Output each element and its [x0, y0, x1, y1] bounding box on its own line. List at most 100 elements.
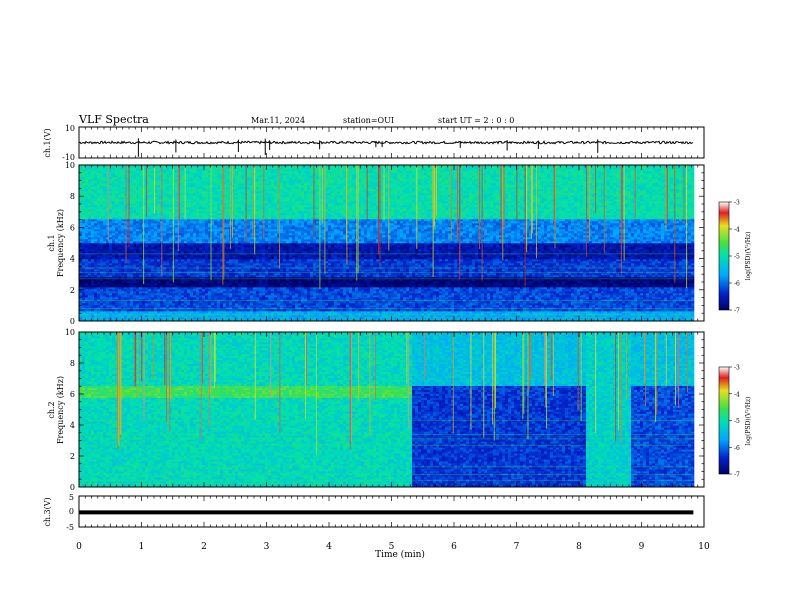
spectrogram-cell [688, 295, 692, 298]
spectrogram-cell [661, 307, 665, 310]
spectrogram-cell [118, 319, 122, 322]
spectrogram-cell [316, 295, 320, 298]
spectrogram-cell [103, 299, 107, 302]
spectrogram-cell [619, 303, 623, 306]
spectrogram-cell [160, 307, 164, 310]
spectrogram-cell [640, 297, 644, 300]
spectrogram-cell [382, 311, 386, 314]
spectrogram-cell [226, 281, 230, 284]
spectrogram-cell [586, 311, 590, 314]
spectrogram-cell [610, 289, 614, 292]
spectrogram-cell [451, 275, 455, 278]
spectrogram-cell [298, 287, 302, 290]
spectrogram-cell [403, 277, 407, 280]
spectrogram-cell [94, 297, 98, 300]
spectrogram-cell [349, 279, 353, 282]
spectrogram-cell [283, 285, 287, 288]
spectrogram-cell [373, 309, 377, 312]
spectrogram-cell [109, 295, 113, 298]
spectrogram-cell [556, 277, 560, 280]
spectrogram-cell [427, 299, 431, 302]
spectrogram-cell [505, 313, 509, 316]
spectrogram-cell [436, 291, 440, 294]
spectrogram-cell [112, 275, 116, 278]
spectrogram-cell [535, 293, 539, 296]
spectrogram-cell [262, 307, 266, 310]
spectrogram-cell [436, 289, 440, 292]
spectrogram-cell [442, 311, 446, 314]
spectrogram-cell [667, 317, 671, 320]
spectrogram-cell [184, 303, 188, 306]
spectrogram-cell [682, 295, 686, 298]
spectrogram-cell [421, 277, 425, 280]
spectrogram-cell [100, 305, 104, 308]
spectrogram-cell [544, 303, 548, 306]
spectrogram-cell [109, 315, 113, 318]
spectrogram-cell [91, 315, 95, 318]
spectrogram-cell [304, 311, 308, 314]
spectrogram-cell [529, 289, 533, 292]
spectrogram-cell [319, 293, 323, 296]
spectrogram-cell [307, 303, 311, 306]
spectrogram-cell [295, 287, 299, 290]
spectrogram-cell [667, 319, 671, 322]
spectrogram-cell [625, 277, 629, 280]
spectrogram-cell [277, 275, 281, 278]
spectrogram-cell [514, 297, 518, 300]
spectrogram-cell [454, 319, 458, 322]
spectrogram-cell [394, 285, 398, 288]
spectrogram-cell [640, 275, 644, 278]
spectrogram-cell [259, 283, 263, 286]
spectrogram-cell [544, 299, 548, 302]
spectrogram-cell [205, 313, 209, 316]
spectrogram-cell [475, 313, 479, 316]
spectrogram-cell [187, 283, 191, 286]
spectrogram-cell [403, 289, 407, 292]
spectrogram-cell [502, 315, 506, 318]
spectrogram-cell [403, 303, 407, 306]
spectrogram-cell [211, 307, 215, 310]
spectrogram-cell [400, 305, 404, 308]
spectrogram-cell [520, 303, 524, 306]
spectrogram-cell [457, 293, 461, 296]
spectrogram-cell [502, 317, 506, 320]
spectrogram-cell [457, 283, 461, 286]
spectrogram-cell [379, 311, 383, 314]
spectrogram-cell [427, 317, 431, 320]
spectrogram-cell [445, 275, 449, 278]
spectrogram-cell [601, 295, 605, 298]
spectrogram-cell [346, 295, 350, 298]
spectrogram-cell [442, 295, 446, 298]
spectrogram-cell [424, 317, 428, 320]
spectrogram-cell [496, 277, 500, 280]
spectrogram-cell [499, 297, 503, 300]
spectrogram-cell [643, 301, 647, 304]
spectrogram-cell [244, 289, 248, 292]
spectrogram-cell [613, 313, 617, 316]
spectrogram-cell [367, 301, 371, 304]
spectrogram-cell [481, 317, 485, 320]
spectrogram-cell [487, 297, 491, 300]
spectrogram-cell [286, 293, 290, 296]
spectrogram-cell [388, 289, 392, 292]
spectrogram-cell [454, 283, 458, 286]
spectrogram-cell [490, 277, 494, 280]
spectrogram-cell [346, 293, 350, 296]
spectrogram-cell [271, 275, 275, 278]
spectrogram-cell [496, 301, 500, 304]
spectrogram-cell [448, 279, 452, 282]
spectrogram-cell [277, 279, 281, 282]
spectrogram-cell [562, 287, 566, 290]
spectrogram-cell [616, 291, 620, 294]
spectrogram-cell [514, 307, 518, 310]
spectrogram-cell [82, 303, 86, 306]
spectrogram-cell [160, 317, 164, 320]
spectrogram-cell [157, 295, 161, 298]
spectrogram-cell [313, 277, 317, 280]
spectrogram-cell [232, 287, 236, 290]
spectrogram-cell [526, 289, 530, 292]
spectrogram-cell [106, 307, 110, 310]
spectrogram-cell [190, 311, 194, 314]
spectrogram-cell [541, 295, 545, 298]
spectrogram-cell [397, 289, 401, 292]
